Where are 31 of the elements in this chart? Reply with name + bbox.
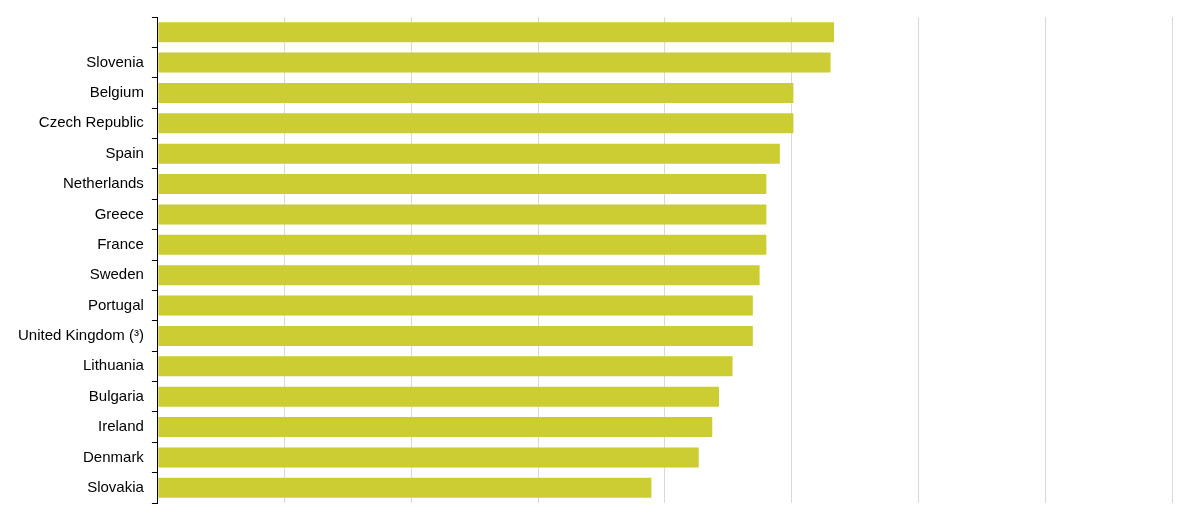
y-tick-label: Greece	[94, 204, 144, 222]
bar	[158, 204, 767, 225]
bar	[158, 417, 713, 438]
y-tick-label: Sweden	[89, 265, 144, 283]
y-tick-label: France	[97, 234, 144, 252]
bar	[158, 143, 780, 164]
bar	[158, 234, 767, 255]
bar	[158, 265, 760, 286]
y-tick-label: Ireland	[98, 417, 144, 435]
bar	[158, 295, 753, 316]
y-tick-label: Slovakia	[87, 477, 145, 495]
bar	[158, 113, 794, 134]
bar	[158, 174, 767, 195]
bar	[158, 386, 720, 407]
y-tick-label: Denmark	[83, 447, 145, 465]
bar	[158, 325, 753, 346]
bar	[158, 477, 652, 498]
y-tick-label: Portugal	[88, 295, 144, 313]
y-tick-label: Spain	[105, 143, 144, 161]
bar	[158, 22, 834, 43]
y-tick-label: Bulgaria	[88, 386, 145, 404]
bar	[158, 356, 733, 377]
y-tick-label: Czech Republic	[38, 113, 145, 131]
y-tick-label: United Kingdom (³)	[17, 326, 144, 344]
y-tick-label: Lithuania	[82, 356, 145, 374]
bar	[158, 447, 699, 468]
y-tick-label: Belgium	[89, 83, 144, 101]
bar	[158, 82, 794, 103]
y-tick-label: Slovenia	[86, 52, 145, 70]
y-tick-label: Netherlands	[62, 174, 144, 192]
bar	[158, 52, 831, 73]
